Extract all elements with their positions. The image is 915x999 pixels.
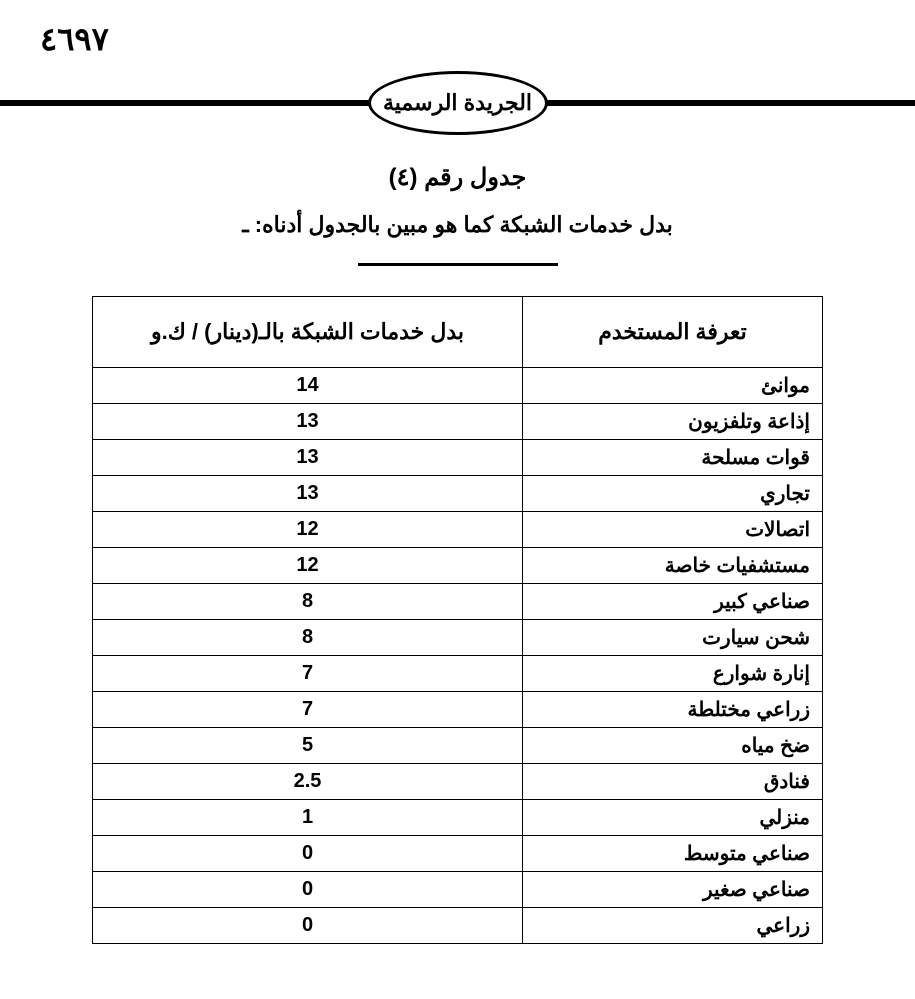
cell-user: إذاعة وتلفزيون: [523, 404, 823, 440]
cell-fee: 8: [93, 620, 523, 656]
cell-fee: 12: [93, 548, 523, 584]
cell-user: صناعي صغير: [523, 872, 823, 908]
table-row: قوات مسلحة13: [93, 440, 823, 476]
cell-user: اتصالات: [523, 512, 823, 548]
cell-fee: 7: [93, 692, 523, 728]
table-row: صناعي صغير0: [93, 872, 823, 908]
cell-user: زراعي مختلطة: [523, 692, 823, 728]
tariff-table: تعرفة المستخدم بدل خدمات الشبكة بالـ(دين…: [92, 296, 823, 944]
table-row: إذاعة وتلفزيون13: [93, 404, 823, 440]
cell-fee: 13: [93, 476, 523, 512]
gazette-label-oval: الجريدة الرسمية: [368, 71, 548, 135]
table-row: ضخ مياه5: [93, 728, 823, 764]
table-row: إنارة شوارع7: [93, 656, 823, 692]
cell-fee: 1: [93, 800, 523, 836]
cell-fee: 12: [93, 512, 523, 548]
cell-fee: 2.5: [93, 764, 523, 800]
table-row: تجاري13: [93, 476, 823, 512]
table-subtitle: بدل خدمات الشبكة كما هو مبين بالجدول أدن…: [0, 212, 915, 238]
table-body: موانئ14إذاعة وتلفزيون13قوات مسلحة13تجاري…: [93, 368, 823, 944]
table-row: زراعي0: [93, 908, 823, 944]
table-row: صناعي كبير8: [93, 584, 823, 620]
header-rule-right: [545, 100, 915, 106]
table-row: شحن سيارت8: [93, 620, 823, 656]
cell-fee: 13: [93, 404, 523, 440]
header-divider: الجريدة الرسمية: [0, 68, 915, 138]
table-row: اتصالات12: [93, 512, 823, 548]
cell-fee: 8: [93, 584, 523, 620]
cell-user: مستشفيات خاصة: [523, 548, 823, 584]
cell-user: منزلي: [523, 800, 823, 836]
table-row: مستشفيات خاصة12: [93, 548, 823, 584]
cell-fee: 14: [93, 368, 523, 404]
cell-user: موانئ: [523, 368, 823, 404]
cell-user: زراعي: [523, 908, 823, 944]
cell-user: فنادق: [523, 764, 823, 800]
gazette-label: الجريدة الرسمية: [383, 90, 532, 116]
cell-user: قوات مسلحة: [523, 440, 823, 476]
cell-fee: 5: [93, 728, 523, 764]
cell-fee: 7: [93, 656, 523, 692]
cell-user: شحن سيارت: [523, 620, 823, 656]
col-header-user: تعرفة المستخدم: [523, 297, 823, 368]
table-row: موانئ14: [93, 368, 823, 404]
table-row: فنادق2.5: [93, 764, 823, 800]
cell-fee: 0: [93, 872, 523, 908]
table-row: منزلي1: [93, 800, 823, 836]
page-number: ٤٦٩٧: [0, 0, 915, 68]
table-title: جدول رقم (٤): [0, 163, 915, 192]
cell-fee: 0: [93, 908, 523, 944]
table-row: صناعي متوسط0: [93, 836, 823, 872]
cell-fee: 13: [93, 440, 523, 476]
title-underline: [358, 263, 558, 266]
cell-user: إنارة شوارع: [523, 656, 823, 692]
header-rule-left: [0, 100, 370, 106]
cell-user: تجاري: [523, 476, 823, 512]
table-row: زراعي مختلطة7: [93, 692, 823, 728]
cell-user: صناعي كبير: [523, 584, 823, 620]
cell-fee: 0: [93, 836, 523, 872]
table-header-row: تعرفة المستخدم بدل خدمات الشبكة بالـ(دين…: [93, 297, 823, 368]
cell-user: صناعي متوسط: [523, 836, 823, 872]
col-header-fee: بدل خدمات الشبكة بالـ(دينار) / ك.و: [93, 297, 523, 368]
cell-user: ضخ مياه: [523, 728, 823, 764]
